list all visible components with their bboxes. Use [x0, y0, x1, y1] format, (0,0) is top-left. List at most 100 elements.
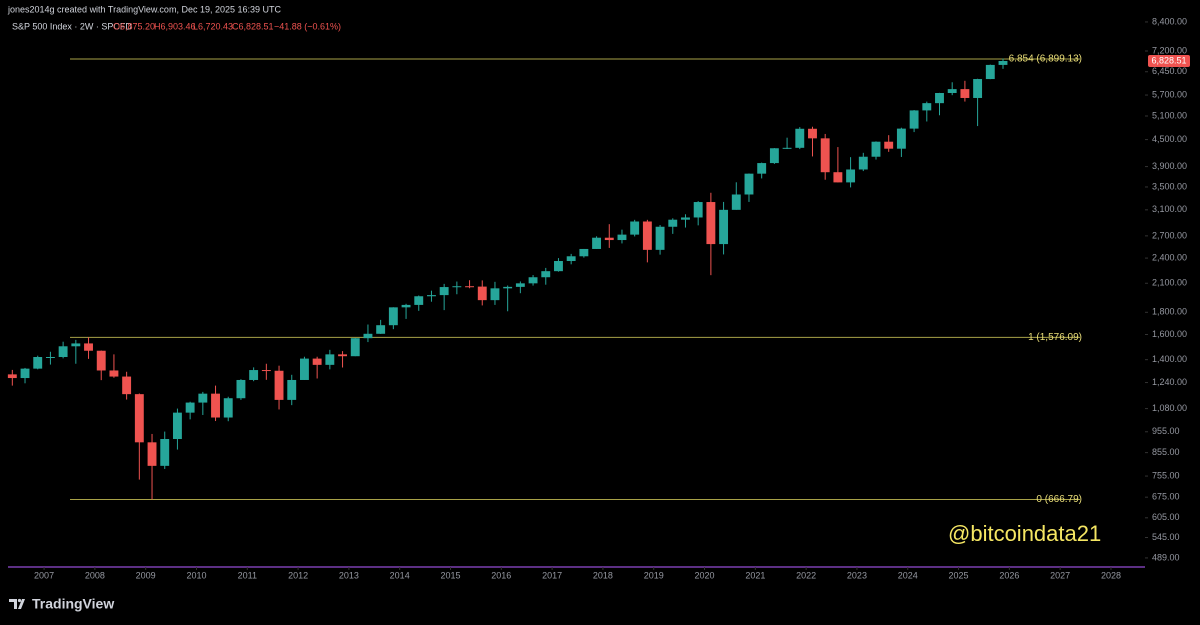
candle-body — [935, 93, 944, 104]
candle-body — [71, 343, 81, 347]
footer-brand: TradingView — [32, 596, 114, 612]
candle-body — [350, 338, 360, 357]
candle-body — [325, 354, 335, 365]
candle-body — [617, 234, 627, 241]
candle-body — [947, 89, 957, 94]
x-tick-label: 2026 — [999, 570, 1019, 580]
y-tick-label: 1,400.00 — [1152, 354, 1187, 364]
y-tick-label: 1,080.00 — [1152, 403, 1187, 413]
candle-body — [20, 368, 30, 379]
candle-body — [261, 370, 271, 372]
candle-body — [287, 379, 297, 400]
x-tick-label: 2017 — [542, 570, 562, 580]
y-tick-label: 5,700.00 — [1152, 89, 1187, 99]
candle-body — [515, 283, 525, 287]
candle-body — [490, 288, 500, 301]
candle-body — [973, 79, 983, 98]
candle-body — [7, 374, 17, 379]
candle-body — [846, 169, 856, 183]
candle-body — [58, 346, 68, 357]
y-tick-label: 675.00 — [1152, 492, 1180, 502]
y-tick-label: 545.00 — [1152, 532, 1180, 542]
candle-body — [541, 271, 551, 278]
candle-body — [122, 376, 132, 395]
y-tick-label: 3,500.00 — [1152, 181, 1187, 191]
x-tick-label: 2015 — [440, 570, 460, 580]
last-price-tag — [1148, 54, 1190, 67]
candle-body — [896, 128, 906, 149]
candle-body — [681, 217, 690, 220]
candle-body — [249, 370, 259, 380]
candle-body — [172, 412, 182, 440]
legend-close: C6,828.51 — [232, 21, 274, 31]
candle-body — [185, 402, 195, 413]
y-tick-label: 1,800.00 — [1152, 307, 1187, 317]
candle-body — [782, 147, 792, 149]
y-tick-label: 8,400.00 — [1152, 16, 1187, 26]
candle-body — [871, 141, 881, 157]
candle-body — [630, 221, 640, 235]
candle-body — [769, 148, 779, 164]
candle-body — [452, 286, 462, 288]
candle-body — [820, 138, 830, 173]
x-tick-label: 2011 — [238, 570, 257, 580]
candle-body — [376, 325, 386, 334]
y-tick-label: 2,400.00 — [1152, 252, 1187, 262]
legend-high: H6,903.46 — [154, 21, 196, 31]
y-tick-label: 755.00 — [1152, 470, 1180, 480]
candle-body — [84, 343, 93, 351]
candle-body — [363, 333, 373, 339]
candle-body — [706, 202, 716, 245]
candle-body — [858, 156, 868, 170]
legend: S&P 500 Index · 2W · SPCFD O6,875.20 H6,… — [12, 21, 341, 31]
candle-body — [388, 307, 398, 326]
y-tick-label: 605.00 — [1152, 512, 1180, 522]
candle-body — [312, 358, 322, 365]
candle-body — [96, 350, 106, 371]
candle-body — [960, 89, 970, 98]
x-tick-label: 2023 — [847, 570, 867, 580]
x-tick-label: 2016 — [491, 570, 511, 580]
y-tick-label: 1,600.00 — [1152, 329, 1187, 339]
candle-body — [554, 261, 563, 272]
candle-body — [223, 398, 233, 418]
x-tick-label: 2018 — [593, 570, 613, 580]
legend-symbol: S&P 500 Index · 2W · SPCFD — [12, 21, 132, 31]
candle-body — [985, 64, 995, 80]
x-tick-label: 2019 — [644, 570, 664, 580]
x-tick-label: 2007 — [34, 570, 54, 580]
candle-body — [274, 370, 284, 400]
candle-body — [465, 286, 475, 288]
fib-label: 1 (1,576.09) — [1028, 332, 1082, 343]
candle-body — [922, 103, 932, 111]
candle-body — [439, 287, 449, 296]
candle-body — [211, 393, 220, 418]
x-tick-label: 2009 — [136, 570, 156, 580]
legend-low: L6,720.43 — [193, 21, 233, 31]
candle-body — [427, 295, 436, 297]
fib-label: 6.854 (6,899.13) — [1009, 54, 1082, 65]
legend-change: −41.88 (−0.61%) — [274, 21, 341, 31]
candle-body — [884, 141, 894, 149]
candle-body — [604, 237, 614, 241]
logo-icon — [9, 599, 25, 609]
x-tick-label: 2028 — [1101, 570, 1121, 580]
candle-body — [477, 286, 487, 301]
candle-body — [299, 358, 309, 380]
x-tick-label: 2013 — [339, 570, 359, 580]
y-tick-label: 7,200.00 — [1152, 45, 1187, 55]
candle-body — [668, 219, 678, 227]
x-tick-label: 2012 — [288, 570, 308, 580]
candle-body — [147, 442, 157, 466]
x-tick-label: 2021 — [745, 570, 765, 580]
candle-body — [503, 286, 513, 289]
candle-body — [33, 356, 43, 369]
y-tick-label: 6,450.00 — [1152, 66, 1187, 76]
candle-body — [693, 202, 703, 218]
x-tick-label: 2027 — [1050, 570, 1070, 580]
x-tick-label: 2020 — [695, 570, 715, 580]
candle-body — [795, 128, 805, 148]
fib-label: 0 (666.79) — [1036, 494, 1082, 505]
